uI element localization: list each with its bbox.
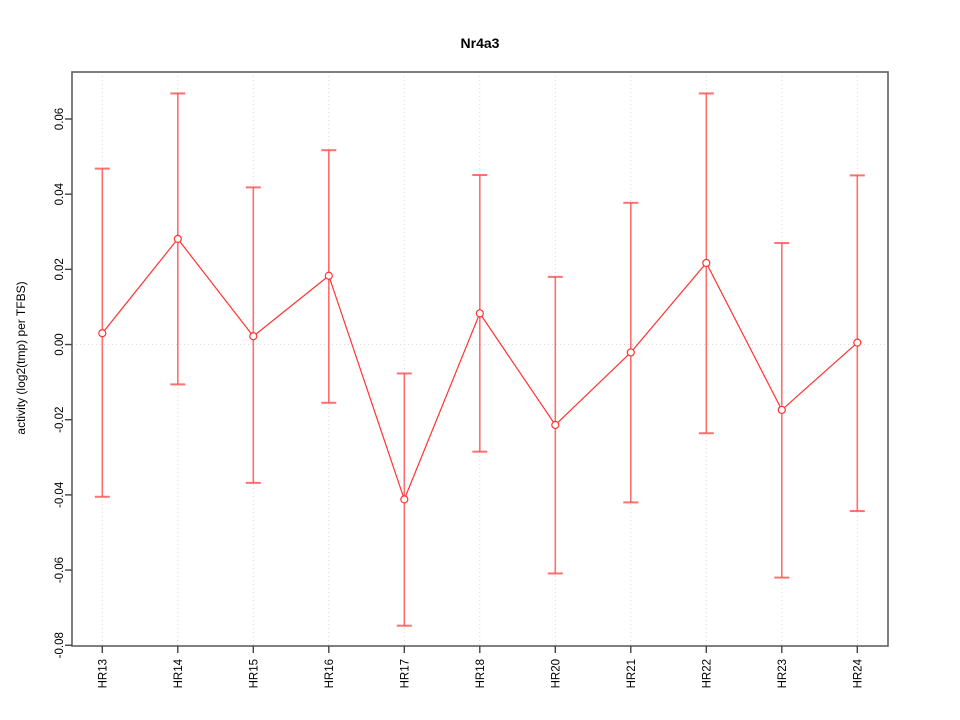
y-tick-label: -0.04 — [54, 481, 66, 508]
data-point — [702, 258, 711, 268]
y-tick-label: -0.08 — [54, 632, 66, 658]
data-point — [98, 329, 107, 338]
y-tick-label: 0.02 — [54, 258, 66, 280]
x-tick-label: HR20 — [550, 659, 562, 688]
y-tick-label: 0.04 — [54, 182, 66, 205]
data-point — [173, 234, 182, 243]
x-tick-label: HR23 — [777, 659, 789, 688]
x-tick-label: HR13 — [97, 659, 109, 688]
y-tick-label: 0.06 — [54, 108, 66, 130]
chart-layers: HR13 HR14 HR15 HR16 HR17 HR18 HR20 HR21 HR22 HR23… — [54, 71, 889, 689]
y-tick-label: -0.06 — [54, 557, 66, 583]
axis-ticks — [65, 118, 858, 653]
data-point — [249, 332, 258, 341]
tick-labels: HR13 HR14 HR15 HR16 HR17 HR18 HR20 HR21 HR22 HR23… — [54, 108, 864, 689]
data-point — [777, 405, 786, 415]
data-points — [98, 234, 862, 504]
x-tick-label: HR15 — [248, 659, 260, 688]
x-tick-label: HR14 — [173, 658, 185, 688]
data-point — [853, 338, 862, 347]
data-point — [551, 420, 560, 430]
y-tick-label: 0.00 — [54, 333, 66, 355]
chart-title: Nr4a3 — [461, 35, 500, 51]
y-axis-label: activity (log2(tmp) per TFBS) — [14, 281, 28, 434]
x-tick-label: HR16 — [324, 659, 336, 688]
data-point — [475, 309, 484, 318]
x-tick-label: HR22 — [701, 659, 713, 688]
x-tick-label: HR24 — [852, 658, 864, 688]
error-bars — [94, 92, 865, 627]
x-tick-label: HR17 — [399, 659, 411, 688]
data-point — [400, 495, 409, 504]
data-point — [324, 271, 333, 280]
x-tick-label: HR21 — [626, 659, 638, 688]
x-tick-label: HR18 — [475, 659, 487, 688]
data-point — [626, 348, 635, 357]
y-tick-label: -0.02 — [54, 407, 66, 433]
